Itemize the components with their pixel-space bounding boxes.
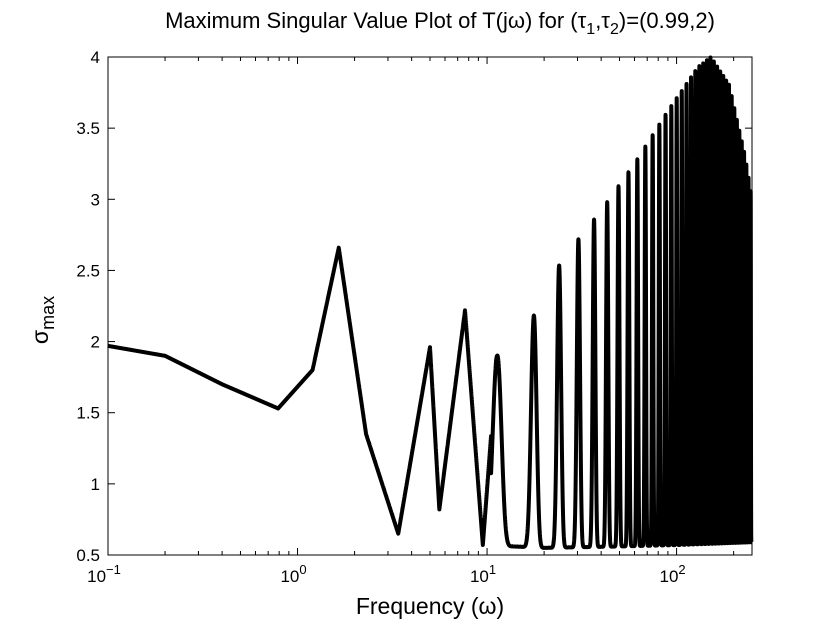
title-sub1: 1 <box>586 21 595 38</box>
title-sub2: 2 <box>610 21 619 38</box>
title-main: Maximum Singular Value Plot of T(jω) for… <box>165 8 586 33</box>
svg-text:Maximum Singular Value Plot of: Maximum Singular Value Plot of T(jω) for… <box>165 8 715 38</box>
title-tail: )=(0.99,2) <box>619 8 715 33</box>
y-axis-label-sub: max <box>38 296 58 330</box>
y-tick-label: 2 <box>91 333 100 352</box>
y-tick-label: 4 <box>91 48 100 67</box>
y-tick-label: 2.5 <box>76 261 100 280</box>
x-tick-label: 100 <box>280 562 306 586</box>
x-tick-label: 102 <box>660 562 686 586</box>
y-axis-label-base: σ <box>27 330 53 344</box>
series-line-sigma-max <box>106 55 754 550</box>
title-comma: ,τ <box>595 8 610 33</box>
y-axis-label: σmax <box>27 296 58 344</box>
data-layer <box>106 55 754 550</box>
y-tick-label: 3 <box>91 190 100 209</box>
y-tick-label: 0.5 <box>76 546 100 565</box>
y-tick-label: 1 <box>91 475 100 494</box>
chart-title: Maximum Singular Value Plot of T(jω) for… <box>165 8 715 38</box>
x-tick-label: 101 <box>470 562 496 586</box>
y-tick-label: 3.5 <box>76 119 100 138</box>
svg-text:σmax: σmax <box>27 296 58 344</box>
x-axis-label: Frequency (ω) <box>356 593 504 619</box>
y-tick-label: 1.5 <box>76 404 100 423</box>
ticks-layer: 0.5 1 1.5 2 2.5 3 3.5 4 10−1 100 101 102 <box>76 48 752 586</box>
x-tick-label: 10−1 <box>87 562 121 586</box>
